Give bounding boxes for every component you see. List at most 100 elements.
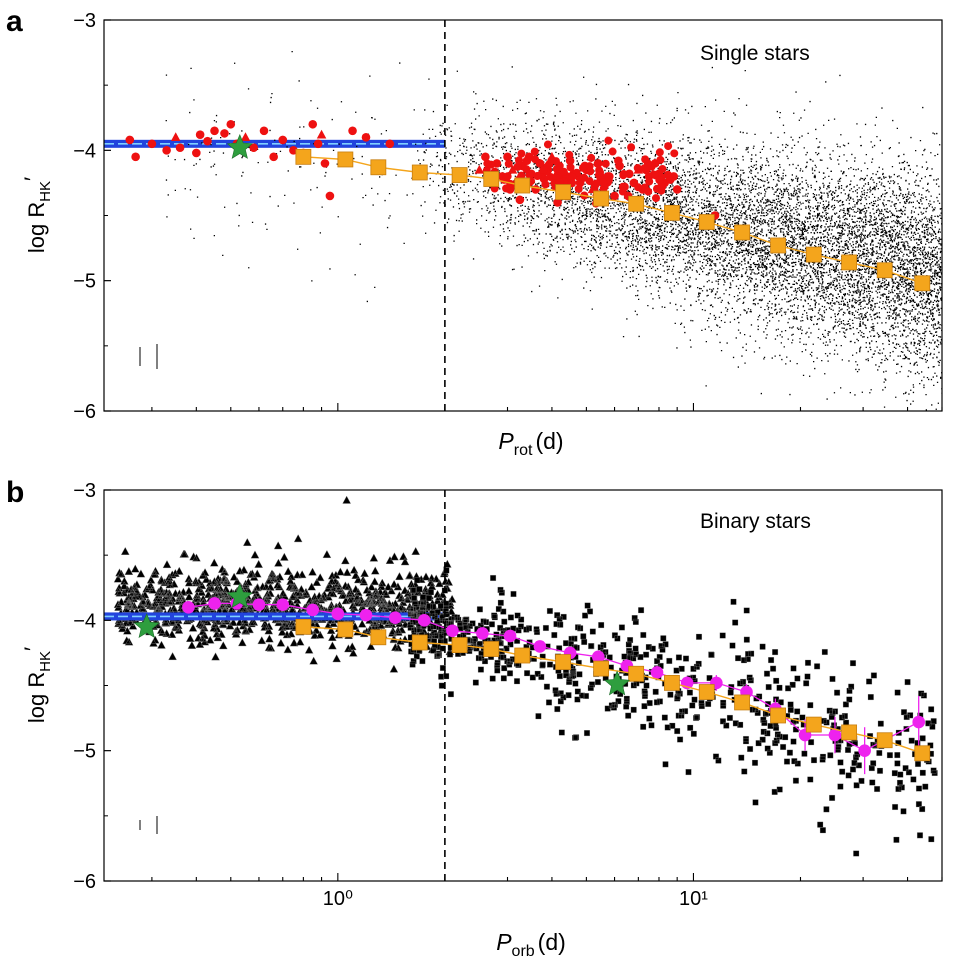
red-point xyxy=(559,167,568,176)
red-point xyxy=(503,152,512,162)
red-point xyxy=(578,163,587,172)
binned-median-marker xyxy=(593,660,610,677)
red-point xyxy=(586,167,595,176)
y-tick-label: −3 xyxy=(73,10,96,32)
magenta-point xyxy=(306,603,320,617)
magenta-point xyxy=(828,728,842,742)
red-point xyxy=(481,152,490,162)
red-point xyxy=(530,147,539,156)
red-point xyxy=(325,191,335,201)
red-point xyxy=(633,164,642,173)
red-point xyxy=(533,172,542,181)
red-point xyxy=(220,129,229,138)
binned-median-marker xyxy=(876,262,893,279)
binned-median-marker xyxy=(664,674,680,691)
binned-median-marker xyxy=(514,647,531,664)
red-point xyxy=(666,175,675,184)
red-point xyxy=(610,191,619,201)
binned-median-marker xyxy=(514,177,531,194)
red-point xyxy=(513,162,522,171)
panel-a-data xyxy=(104,51,942,411)
binned-median-marker xyxy=(555,184,572,200)
red-point xyxy=(641,155,650,164)
red-point xyxy=(539,166,548,175)
magenta-point xyxy=(252,598,266,611)
magenta-point xyxy=(476,627,489,640)
binned-median-marker xyxy=(483,641,500,657)
red-point xyxy=(226,119,236,129)
red-point xyxy=(385,139,395,149)
panel-b-axes: −3 −4 −5 −6 10⁰ 10¹ xyxy=(73,480,943,910)
red-point xyxy=(664,142,673,151)
red-point xyxy=(313,139,323,149)
panel-b-xlabel: Porb (d) xyxy=(496,929,566,960)
y-tick-label: −6 xyxy=(73,401,96,423)
magenta-point xyxy=(591,650,605,664)
binned-median-marker xyxy=(628,665,645,682)
red-point xyxy=(655,176,664,185)
y-tick-label: −5 xyxy=(73,741,96,763)
binned-median-marker xyxy=(337,151,354,168)
red-point xyxy=(604,136,613,145)
binned-median-marker xyxy=(593,190,610,207)
binned-median-marker xyxy=(664,204,680,221)
panel-a: −3 −4 −5 −6 a Single stars log RHK′ Prot (d) xyxy=(6,5,943,459)
highlight-star xyxy=(133,613,160,639)
background-dots xyxy=(165,51,942,411)
panel-a-ylabel: log RHK′ xyxy=(20,177,54,253)
binned-median-marker xyxy=(370,629,387,646)
binned-median-marker xyxy=(555,654,572,670)
red-point xyxy=(670,149,679,158)
binned-median-marker xyxy=(628,195,645,212)
binned-median-marker xyxy=(295,148,312,165)
magenta-point xyxy=(388,611,402,625)
red-point xyxy=(531,155,540,164)
red-point xyxy=(308,119,318,129)
magenta-point xyxy=(331,607,345,621)
red-point xyxy=(320,159,330,168)
binned-median-marker xyxy=(411,634,428,651)
red-point xyxy=(531,185,540,194)
red-point xyxy=(543,140,552,149)
binned-median-marker xyxy=(411,164,428,181)
panel-b-letter: b xyxy=(6,476,24,509)
binned-median-marker xyxy=(337,621,354,638)
y-tick-label: −6 xyxy=(73,871,96,893)
red-point xyxy=(503,172,512,181)
red-triangle xyxy=(240,132,251,142)
red-point xyxy=(599,178,608,187)
red-point xyxy=(627,143,636,152)
magenta-point xyxy=(912,715,926,729)
red-point xyxy=(655,148,664,157)
red-point xyxy=(592,179,601,188)
binary-triangles xyxy=(113,495,457,673)
red-point xyxy=(585,177,594,186)
red-point xyxy=(634,183,643,192)
red-point xyxy=(656,155,665,164)
highlight-star xyxy=(226,583,253,609)
red-point xyxy=(553,198,562,207)
red-point xyxy=(645,177,654,186)
binned-median-marker xyxy=(914,275,931,292)
red-point xyxy=(502,184,511,193)
binned-median-marker xyxy=(805,716,822,733)
red-point xyxy=(125,135,135,145)
binned-median-marker xyxy=(734,224,750,241)
red-point xyxy=(195,130,205,139)
red-point xyxy=(672,185,682,194)
red-point xyxy=(162,146,171,155)
red-point xyxy=(618,187,627,196)
red-point xyxy=(595,168,604,177)
red-point xyxy=(658,164,667,173)
binned-median-marker xyxy=(876,732,893,749)
red-point xyxy=(515,156,524,165)
red-point xyxy=(587,153,596,162)
red-point xyxy=(259,126,269,136)
red-point xyxy=(640,164,649,173)
binned-median-marker xyxy=(770,237,786,254)
x-tick-label: 10¹ xyxy=(679,888,708,910)
red-point xyxy=(522,165,531,174)
binned-median-marker xyxy=(451,637,468,653)
red-point xyxy=(593,159,602,168)
